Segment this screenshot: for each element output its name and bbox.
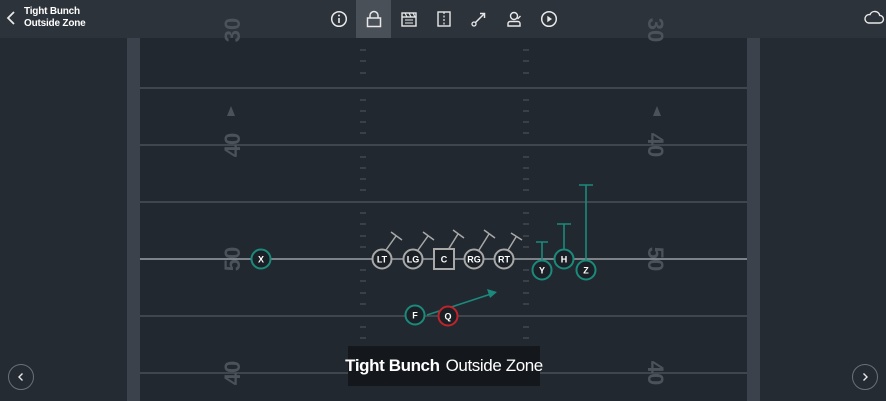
player-y[interactable]: Y (531, 259, 553, 281)
yard-number-lower-right: 40 (643, 361, 668, 385)
play-icon (540, 10, 557, 28)
direction-arrow-left (227, 106, 235, 116)
player-y-label: Y (539, 266, 545, 276)
play-title-formation: Tight Bunch (24, 6, 80, 17)
receiver-routes (426, 184, 593, 316)
player-lg-label: LG (407, 255, 420, 265)
lock-icon (366, 10, 381, 28)
info-icon (330, 10, 347, 28)
chevron-left-icon (18, 373, 23, 381)
player-stamp-button[interactable] (496, 0, 531, 38)
yard-number-lower-left: 40 (220, 361, 245, 385)
play-animation-button[interactable] (531, 0, 566, 38)
play-caption: Tight Bunch Outside Zone (345, 346, 544, 386)
yard-number-upper-right: 40 (643, 133, 668, 157)
clapperboard-button[interactable] (391, 0, 426, 38)
back-chevron-icon[interactable] (4, 8, 18, 28)
top-bar: Tight Bunch Outside Zone (0, 0, 886, 38)
player-q-label: Q (444, 312, 451, 322)
player-c-label: C (441, 255, 448, 265)
route-draw-icon (470, 12, 485, 27)
player-c[interactable]: C (433, 248, 455, 270)
player-stamp-icon (506, 11, 521, 27)
next-play-button[interactable] (852, 364, 878, 390)
clapperboard-icon (400, 12, 417, 27)
cloud-sync-button[interactable] (863, 9, 885, 27)
player-h[interactable]: H (553, 248, 575, 270)
yard-number-upper-left: 40 (220, 133, 245, 157)
football-field (140, 38, 747, 401)
player-rt[interactable]: RT (493, 248, 515, 270)
player-lg[interactable]: LG (402, 248, 424, 270)
player-q[interactable]: Q (437, 305, 459, 327)
cloud-icon (864, 10, 885, 24)
yard-number-top-left: 30 (220, 18, 245, 42)
caption-formation: Tight Bunch (345, 356, 440, 375)
toolbar (321, 0, 566, 38)
flip-icon (436, 11, 451, 27)
player-h-label: H (561, 255, 568, 265)
caption-play: Outside Zone (445, 356, 544, 375)
player-rg-label: RG (467, 255, 481, 265)
player-z-label: Z (583, 266, 589, 276)
chevron-right-icon (863, 373, 868, 381)
player-rg[interactable]: RG (463, 248, 485, 270)
player-x-label: X (258, 255, 264, 265)
player-lt[interactable]: LT (371, 248, 393, 270)
player-f[interactable]: F (404, 304, 426, 326)
play-title-name: Outside Zone (24, 18, 86, 29)
player-rt-label: RT (498, 255, 510, 265)
left-sideline (127, 38, 140, 401)
lock-button[interactable] (356, 0, 391, 38)
right-sideline (747, 38, 760, 401)
player-z[interactable]: Z (575, 259, 597, 281)
blocking-assignments (385, 229, 523, 251)
direction-arrow-right (653, 106, 661, 116)
arrow-head (487, 289, 497, 298)
previous-play-button[interactable] (8, 364, 34, 390)
info-button[interactable] (321, 0, 356, 38)
player-f-label: F (412, 311, 418, 321)
yard-lines (140, 87, 747, 374)
player-lt-label: LT (377, 255, 388, 265)
hash-marks (360, 49, 529, 339)
player-x[interactable]: X (250, 248, 272, 270)
route-draw-button[interactable] (461, 0, 496, 38)
yard-number-top-right: 30 (643, 18, 668, 42)
play-title: Tight Bunch Outside Zone (24, 6, 86, 30)
flip-button[interactable] (426, 0, 461, 38)
